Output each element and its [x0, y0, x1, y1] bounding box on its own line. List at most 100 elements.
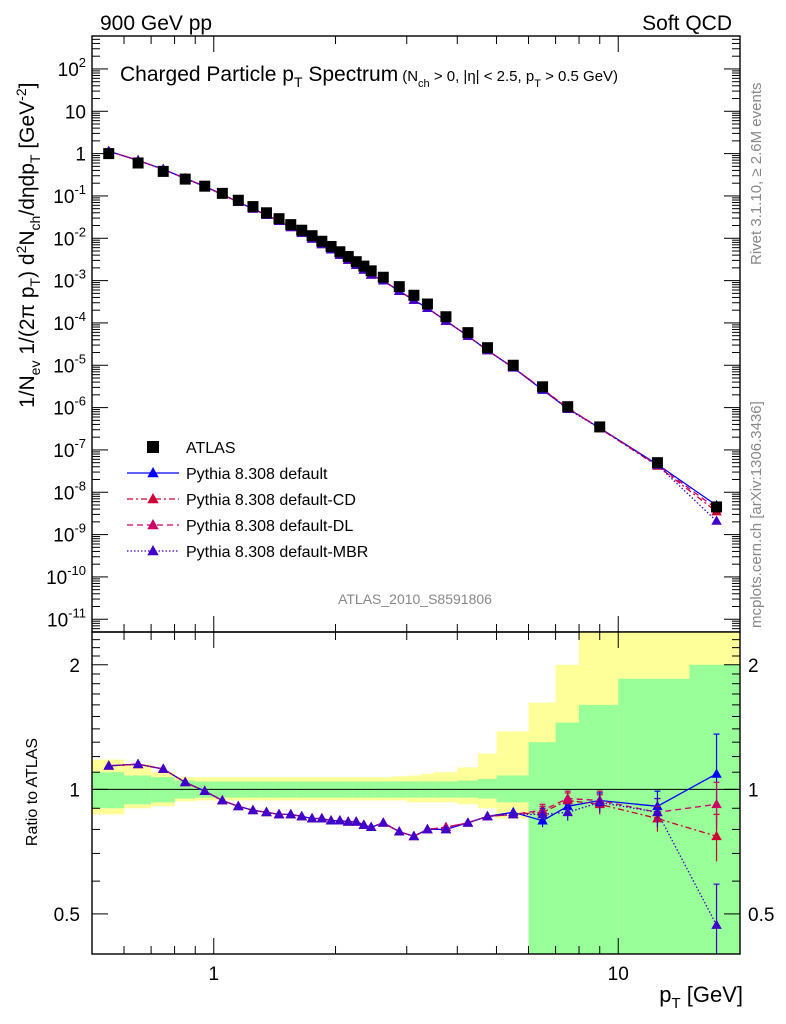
ratio-marker [103, 760, 114, 770]
legend-swatch [147, 493, 159, 504]
atlas-point [325, 240, 337, 252]
ratio-axis-ticks [92, 631, 740, 955]
y-tick-label: 10-7 [53, 436, 86, 462]
atlas-point [260, 207, 272, 219]
y-tick-label: 10-5 [53, 351, 86, 377]
ratio-marker [537, 808, 548, 819]
inner-band [579, 704, 619, 954]
y-tick-label: 10-8 [53, 478, 86, 504]
ratio-marker [711, 768, 722, 778]
series-3 [103, 145, 722, 513]
atlas-point [285, 219, 297, 231]
atlas-data [103, 148, 723, 513]
ratio-marker [711, 798, 722, 809]
ratio-marker [306, 813, 318, 823]
rivet-label: Rivet 3.1.10, ≥ 2.6M events [748, 83, 765, 266]
ratio-frame [91, 631, 741, 955]
mcplots-label: mcplots.cern.ch [arXiv:1306.3436] [748, 401, 765, 628]
ratio-marker [408, 830, 420, 841]
atlas-point [481, 342, 493, 354]
legend-label: Pythia 8.308 default-CD [186, 492, 356, 509]
ratio-marker [132, 758, 144, 769]
plot-title: Charged Particle pT Spectrum (Nch > 0, |η… [120, 63, 618, 90]
ratio-marker [482, 810, 493, 821]
legend-swatch [147, 467, 159, 478]
main-series [103, 145, 723, 525]
inner-band [92, 772, 125, 809]
y-tick-label: 10-9 [53, 521, 86, 547]
y-tick-label: 10 [65, 102, 86, 123]
legend-entry: Pythia 8.308 default [127, 466, 328, 483]
atlas-point [157, 165, 169, 177]
legend-entry: Pythia 8.308 default-DL [127, 518, 353, 535]
ratio-marker [233, 800, 244, 811]
main-y-tick-labels: 10-1110-1010-910-810-710-610-510-410-310… [46, 55, 86, 631]
atlas-point [393, 281, 405, 293]
main-y-axis-label: 1/Nev 1/(2π pT) d2Nch/dηdpT [GeV-2] [13, 83, 43, 408]
ratio-marker [562, 793, 573, 803]
inner-band [555, 722, 580, 954]
y-tick-label: 10-6 [53, 394, 86, 420]
ratio-marker [652, 806, 663, 817]
y-tick-label: 10-1 [53, 182, 86, 208]
atlas-point [350, 256, 362, 268]
series-marker [711, 515, 722, 525]
atlas-point [408, 289, 420, 301]
ratio-marker [440, 823, 452, 834]
atlas-point [421, 298, 433, 310]
y-tick-label: 10-11 [47, 605, 86, 631]
atlas-point [179, 173, 191, 185]
ratio-y-tick-label: 2 [69, 656, 80, 677]
ratio-marker [358, 819, 370, 829]
legend-swatch [147, 441, 159, 453]
atlas-point [273, 213, 285, 225]
inner-band [689, 664, 741, 954]
ratio-tick-labels: 0.5 0.5 1 1 2 2 1 10 [54, 656, 775, 985]
ratio-marker [562, 806, 573, 817]
legend-swatch [147, 545, 159, 556]
atlas-point [316, 235, 328, 247]
atlas-point [562, 401, 574, 413]
atlas-point [334, 246, 346, 258]
atlas-point [199, 180, 211, 192]
y-tick-label: 10-10 [46, 563, 86, 589]
ratio-marker [285, 808, 296, 819]
ratio-y-tick-label: 1 [69, 780, 80, 801]
ratio-marker [350, 816, 362, 826]
ratio-marker [365, 821, 377, 832]
main-panel: 10-1110-1010-910-810-710-610-510-410-310… [13, 35, 741, 633]
atlas-point [132, 157, 144, 169]
ratio-y-tick-label-right: 2 [748, 656, 759, 677]
legend-entry: Pythia 8.308 default-MBR [127, 544, 368, 561]
ratio-marker [247, 804, 259, 815]
analysis-watermark: ATLAS_2010_S8591806 [338, 591, 492, 607]
inner-band [528, 742, 556, 954]
ratio-y-tick-label: 0.5 [54, 905, 80, 926]
ratio-marker [422, 823, 433, 834]
outer-band [496, 731, 529, 819]
atlas-point [537, 381, 549, 393]
ratio-marker [462, 817, 474, 827]
ratio-marker [273, 808, 285, 819]
legend-entry: Pythia 8.308 default-CD [127, 492, 356, 509]
atlas-point [711, 501, 723, 513]
atlas-point [440, 311, 452, 323]
ratio-marker [507, 808, 519, 819]
y-tick-label: 10-2 [53, 224, 86, 250]
atlas-point [377, 271, 389, 283]
ratio-y-tick-label-right: 1 [748, 780, 759, 801]
ratio-marker [334, 815, 346, 825]
atlas-point [216, 187, 228, 199]
x-axis-label: pT [GeV] [659, 982, 743, 1012]
atlas-point [365, 265, 377, 277]
y-tick-label: 1 [75, 145, 86, 166]
legend-label: Pythia 8.308 default-DL [186, 518, 353, 535]
ratio-marker [711, 919, 722, 929]
atlas-point [306, 230, 318, 242]
legend-entry: ATLAS [147, 440, 236, 457]
ratio-y-axis-label: Ratio to ATLAS [24, 738, 41, 846]
atlas-point [651, 457, 663, 469]
atlas-point [247, 201, 259, 213]
legend: ATLAS Pythia 8.308 default Pythia 8.308 de… [127, 440, 368, 561]
